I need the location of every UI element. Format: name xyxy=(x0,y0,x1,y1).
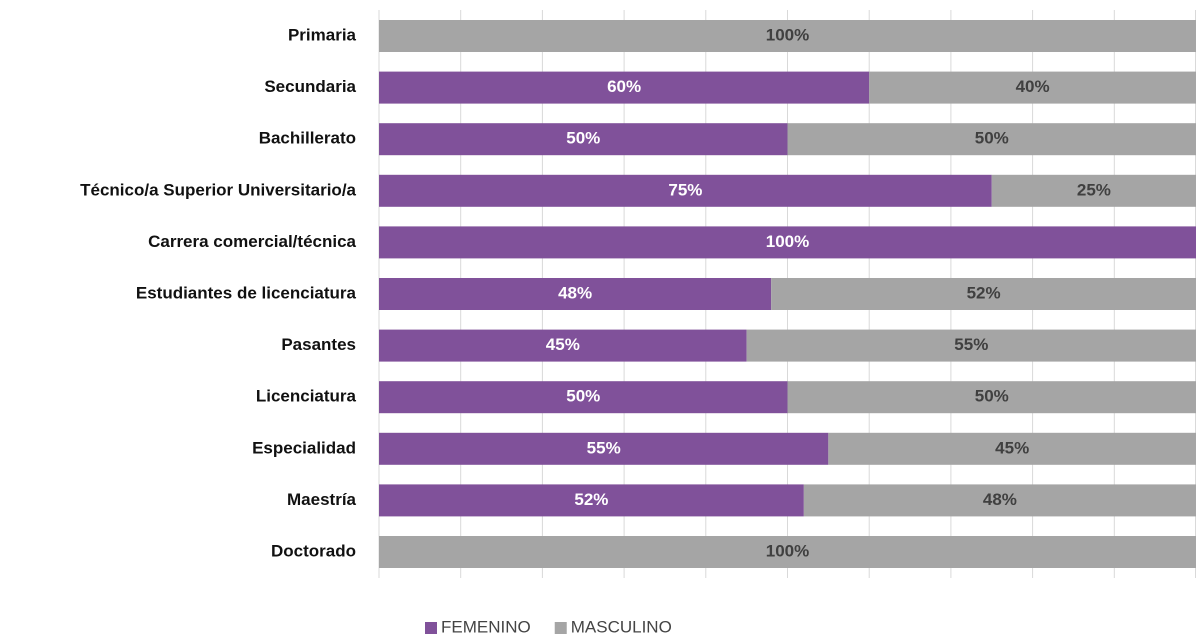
data-label: 45% xyxy=(546,335,580,354)
category-label: Maestría xyxy=(287,490,357,509)
legend-swatch xyxy=(425,622,437,634)
category-label: Licenciatura xyxy=(256,387,357,406)
category-label: Secundaria xyxy=(264,77,356,96)
data-label: 50% xyxy=(566,387,600,406)
bar-segment xyxy=(379,20,1196,52)
category-label: Especialidad xyxy=(252,438,356,457)
data-label: 55% xyxy=(954,335,988,354)
bar-segment xyxy=(803,484,1196,517)
legend-label: FEMENINO xyxy=(441,617,531,636)
bar-segment xyxy=(379,123,788,156)
bar-segment xyxy=(379,278,772,310)
data-label: 48% xyxy=(558,283,592,302)
data-label: 100% xyxy=(766,25,809,44)
category-label: Carrera comercial/técnica xyxy=(148,232,356,251)
bar-segment xyxy=(379,484,804,517)
category-label: Pasantes xyxy=(281,335,356,354)
data-label: 75% xyxy=(668,180,702,199)
data-label: 100% xyxy=(766,541,809,560)
data-label: 55% xyxy=(587,438,621,457)
bar-segment xyxy=(379,536,1196,568)
category-label: Doctorado xyxy=(271,541,356,560)
data-label: 25% xyxy=(1077,180,1111,199)
category-label: Técnico/a Superior Universitario/a xyxy=(80,180,356,199)
data-label: 40% xyxy=(1016,77,1050,96)
bar-segment xyxy=(379,71,870,104)
data-label: 100% xyxy=(766,232,809,251)
bar-segment xyxy=(379,432,829,465)
data-label: 50% xyxy=(566,129,600,148)
bar-segment xyxy=(991,174,1196,207)
bar-segment xyxy=(828,432,1196,465)
bar-segment xyxy=(379,226,1196,259)
bar-segment xyxy=(787,381,1196,414)
category-label: Primaria xyxy=(288,25,357,44)
legend-swatch xyxy=(554,622,567,634)
bar-segment xyxy=(379,381,788,414)
data-label: 45% xyxy=(995,438,1029,457)
data-label: 48% xyxy=(983,490,1017,509)
bar-segment xyxy=(787,123,1196,156)
legend-label: MASCULINO xyxy=(571,617,672,636)
data-label: 50% xyxy=(975,129,1009,148)
bar-segment xyxy=(869,71,1196,104)
category-label: Estudiantes de licenciatura xyxy=(136,283,357,302)
data-label: 52% xyxy=(967,283,1001,302)
data-label: 52% xyxy=(574,490,608,509)
bar-segment xyxy=(379,174,992,207)
bar-segment xyxy=(771,278,1196,310)
data-label: 60% xyxy=(607,77,641,96)
category-label: Bachillerato xyxy=(259,129,356,148)
bar-segment xyxy=(746,329,1196,362)
data-label: 50% xyxy=(975,387,1009,406)
bar-segment xyxy=(379,329,747,362)
